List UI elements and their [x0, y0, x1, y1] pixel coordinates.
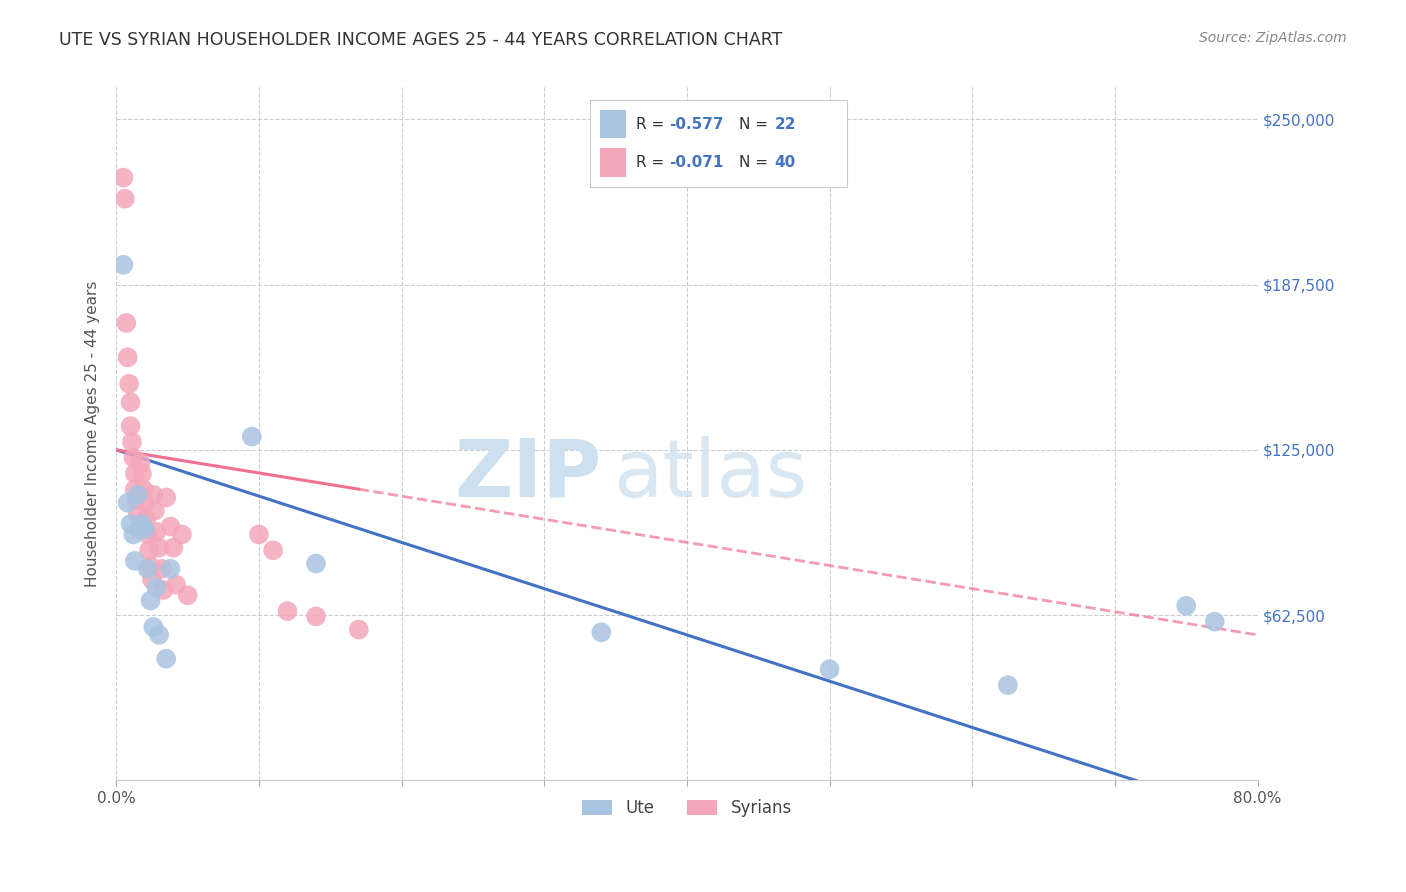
Point [145, 580, 167, 594]
Point [818, 662, 841, 676]
Point [155, 651, 177, 665]
Point [112, 258, 135, 272]
Point [141, 573, 163, 587]
Text: ZIP: ZIP [454, 436, 602, 514]
Point [143, 503, 166, 517]
Point [142, 620, 165, 634]
Point [162, 541, 184, 555]
Point [120, 395, 142, 409]
Point [305, 557, 328, 571]
Point [150, 562, 173, 576]
Point [262, 543, 284, 558]
Point [142, 488, 165, 502]
Point [155, 491, 177, 505]
Point [148, 628, 170, 642]
Point [125, 493, 148, 508]
Point [136, 527, 159, 541]
Point [122, 527, 145, 541]
Y-axis label: Householder Income Ages 25 - 44 years: Householder Income Ages 25 - 44 years [86, 280, 100, 587]
Point [240, 430, 263, 444]
Point [112, 170, 135, 185]
Text: UTE VS SYRIAN HOUSEHOLDER INCOME AGES 25 - 44 YEARS CORRELATION CHART: UTE VS SYRIAN HOUSEHOLDER INCOME AGES 25… [59, 31, 782, 49]
Point [139, 559, 162, 574]
Point [131, 516, 153, 531]
Point [117, 496, 139, 510]
Point [148, 541, 170, 555]
Point [176, 588, 198, 602]
Point [1204, 615, 1226, 629]
Point [129, 456, 152, 470]
Point [124, 467, 146, 481]
Point [121, 434, 143, 449]
Point [136, 562, 159, 576]
Point [135, 511, 157, 525]
Point [139, 593, 162, 607]
Point [159, 562, 181, 576]
Point [134, 496, 156, 510]
Legend: Ute, Syrians: Ute, Syrians [575, 793, 799, 824]
Point [131, 467, 153, 481]
Point [124, 483, 146, 497]
Point [134, 522, 156, 536]
Point [591, 625, 613, 640]
Point [1175, 599, 1198, 613]
Point [117, 351, 139, 365]
Point [122, 450, 145, 465]
Point [124, 554, 146, 568]
Point [114, 192, 136, 206]
Point [305, 609, 328, 624]
Text: Source: ZipAtlas.com: Source: ZipAtlas.com [1199, 31, 1347, 45]
Point [997, 678, 1019, 692]
Point [128, 522, 150, 536]
Point [118, 376, 141, 391]
Point [127, 506, 149, 520]
Point [145, 524, 167, 539]
Point [347, 623, 370, 637]
Point [120, 419, 142, 434]
Point [159, 519, 181, 533]
Point [115, 316, 138, 330]
Point [138, 543, 160, 558]
Point [120, 516, 142, 531]
Point [132, 483, 155, 497]
Point [276, 604, 298, 618]
Point [152, 582, 174, 597]
Point [247, 527, 270, 541]
Text: atlas: atlas [613, 436, 807, 514]
Point [127, 488, 149, 502]
Point [170, 527, 193, 541]
Point [165, 577, 187, 591]
